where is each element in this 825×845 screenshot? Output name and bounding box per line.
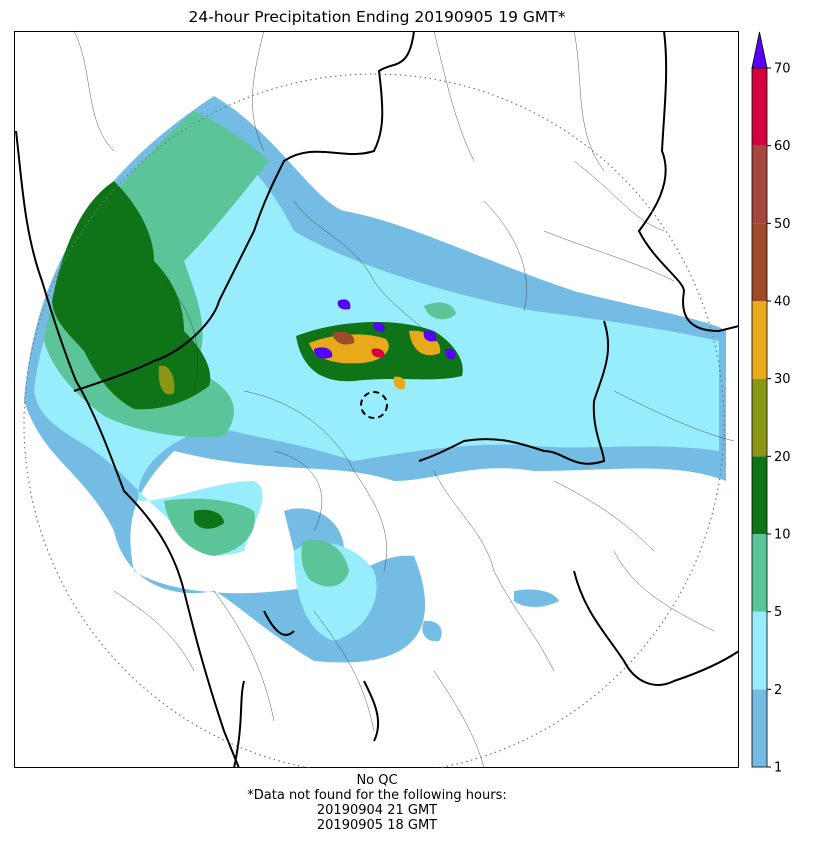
colorbar-frame	[751, 67, 768, 768]
colorbar-segment	[752, 223, 767, 301]
missing-hour: 20190905 18 GMT	[316, 818, 438, 833]
precip-patch-south	[422, 620, 442, 642]
colorbar-tick-label: 40	[774, 295, 791, 310]
radar-precipitation-map	[14, 30, 740, 775]
convective-cells	[296, 299, 463, 390]
colorbar-tick-label: 20	[774, 450, 791, 465]
colorbar-tick-label: 30	[774, 372, 791, 387]
radar-range-ring	[23, 73, 725, 775]
map-footer: No QC *Data not found for the following …	[14, 773, 740, 833]
precip-patch-east	[514, 589, 559, 607]
colorbar-segment	[752, 145, 767, 224]
precip-patch-5-10-north	[424, 302, 456, 320]
precipitation-field	[24, 96, 726, 663]
colorbar-segment	[752, 534, 767, 612]
colorbar: 1 2 5 10 20 30 40 50 60 70	[745, 26, 825, 776]
missing-hour: 20190904 21 GMT	[316, 803, 438, 818]
colorbar-segment	[752, 611, 767, 690]
colorbar-tick-label: 10	[774, 528, 791, 543]
colorbar-tick-label: 2	[774, 683, 782, 698]
precip-patch-10-20-south	[194, 509, 224, 529]
precip-patch-20-30-west	[158, 365, 175, 395]
precip-band-10-20	[52, 181, 211, 410]
colorbar-segment	[752, 689, 767, 767]
colorbar-segment	[752, 301, 767, 379]
colorbar-tick-label: 50	[774, 217, 791, 232]
colorbar-tick-label: 70	[774, 62, 791, 77]
state-boundaries	[15, 30, 740, 769]
colorbar-segment	[752, 68, 767, 146]
precip-patch-5-10-south	[301, 539, 349, 587]
district-boundaries	[73, 30, 735, 769]
colorbar-segment	[752, 378, 767, 457]
colorbar-tick-label: 1	[774, 761, 782, 776]
missing-data-note: *Data not found for the following hours:	[247, 788, 507, 803]
colorbar-tick-label: 60	[774, 139, 791, 154]
radar-site-marker	[360, 391, 388, 419]
map-title: 24-hour Precipitation Ending 20190905 19…	[188, 8, 566, 26]
qc-status: No QC	[356, 773, 398, 788]
colorbar-extend-arrow	[751, 31, 768, 69]
colorbar-tick-label: 5	[774, 605, 782, 620]
colorbar-segment	[752, 456, 767, 534]
